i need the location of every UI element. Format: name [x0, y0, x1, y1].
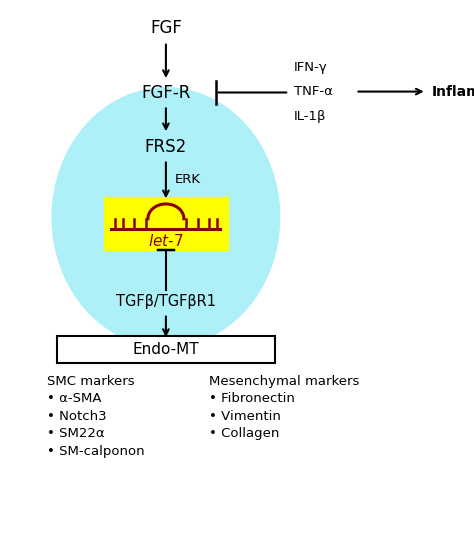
Text: • SM22α: • SM22α [47, 427, 105, 440]
Text: • SM-calponon: • SM-calponon [47, 445, 145, 458]
Text: FGF-R: FGF-R [141, 83, 191, 102]
Text: FGF: FGF [150, 19, 182, 37]
Text: FRS2: FRS2 [145, 138, 187, 156]
Ellipse shape [52, 88, 280, 347]
Text: • Notch3: • Notch3 [47, 410, 107, 423]
Text: • α-SMA: • α-SMA [47, 392, 102, 405]
Text: $\mathit{let}$-$\mathit{7}$: $\mathit{let}$-$\mathit{7}$ [148, 233, 183, 249]
Text: Inflammation: Inflammation [431, 84, 474, 99]
Text: ERK: ERK [174, 173, 201, 186]
Text: • Collagen: • Collagen [209, 427, 279, 440]
Text: • Fibronectin: • Fibronectin [209, 392, 294, 405]
Text: IL-1β: IL-1β [294, 110, 327, 123]
Text: • Vimentin: • Vimentin [209, 410, 281, 423]
Text: SMC markers: SMC markers [47, 375, 135, 388]
FancyBboxPatch shape [104, 196, 228, 250]
Text: Mesenchymal markers: Mesenchymal markers [209, 375, 359, 388]
Text: IFN-γ: IFN-γ [294, 60, 328, 74]
FancyBboxPatch shape [57, 336, 275, 363]
Text: Endo-MT: Endo-MT [133, 342, 199, 357]
Text: TNF-α: TNF-α [294, 85, 333, 98]
Text: TGFβ/TGFβR1: TGFβ/TGFβR1 [116, 294, 216, 309]
